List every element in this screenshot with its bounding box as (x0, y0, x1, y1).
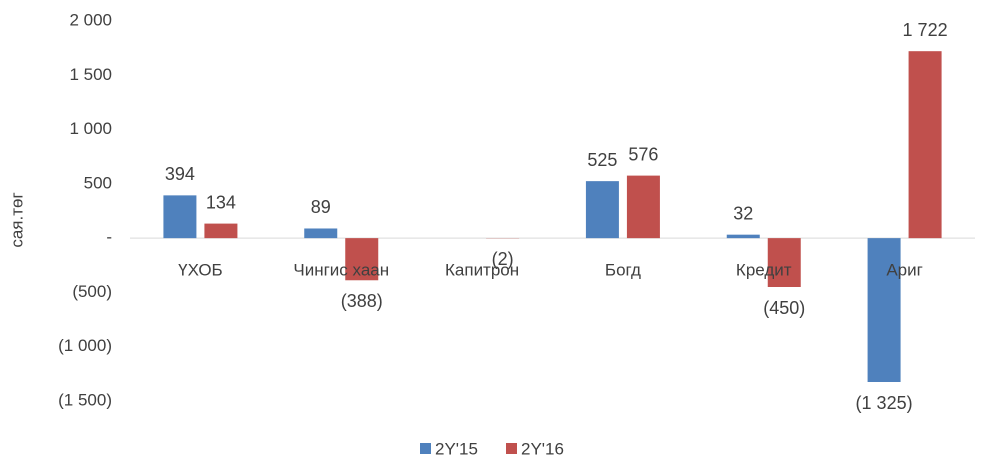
bar (163, 195, 197, 239)
data-label: 89 (311, 197, 331, 217)
data-label: 525 (587, 150, 617, 170)
bar (767, 238, 801, 287)
bar (585, 181, 619, 239)
data-label: 134 (206, 192, 236, 212)
x-tick-label: ҮХОБ (178, 261, 223, 280)
data-label: 394 (165, 164, 195, 184)
x-tick-label: Капитрон (445, 261, 519, 280)
y-tick-label: 1 500 (69, 65, 112, 84)
data-label: (388) (341, 291, 383, 311)
bar (726, 234, 760, 239)
bar (908, 51, 942, 239)
bar (304, 228, 338, 239)
data-label: 1 722 (903, 20, 948, 40)
data-label: 576 (628, 144, 658, 164)
y-tick-label: - (106, 228, 112, 247)
y-tick-label: 500 (84, 173, 112, 192)
legend-label: 2Y'15 (435, 439, 478, 458)
y-tick-label: (1 500) (58, 390, 112, 409)
data-label: 32 (733, 203, 753, 223)
y-tick-label: 2 000 (69, 10, 112, 29)
bar (204, 223, 238, 239)
legend-label: 2Y'16 (521, 439, 564, 458)
data-label: (1 325) (856, 393, 913, 413)
x-tick-label: Ариг (886, 261, 923, 280)
y-tick-label: (500) (72, 282, 112, 301)
bar (626, 175, 660, 239)
legend-swatch (420, 443, 431, 454)
data-label: (450) (763, 298, 805, 318)
y-tick-label: (1 000) (58, 336, 112, 355)
x-tick-label: Чингис хаан (293, 261, 389, 280)
legend-swatch (506, 443, 517, 454)
x-tick-label: Кредит (736, 261, 792, 280)
y-axis-title: сая.төг (7, 192, 26, 247)
data-label: (2) (492, 249, 514, 269)
x-tick-label: Богд (605, 261, 641, 280)
y-tick-label: 1 000 (69, 119, 112, 138)
bar (867, 238, 901, 382)
bar (345, 238, 379, 281)
